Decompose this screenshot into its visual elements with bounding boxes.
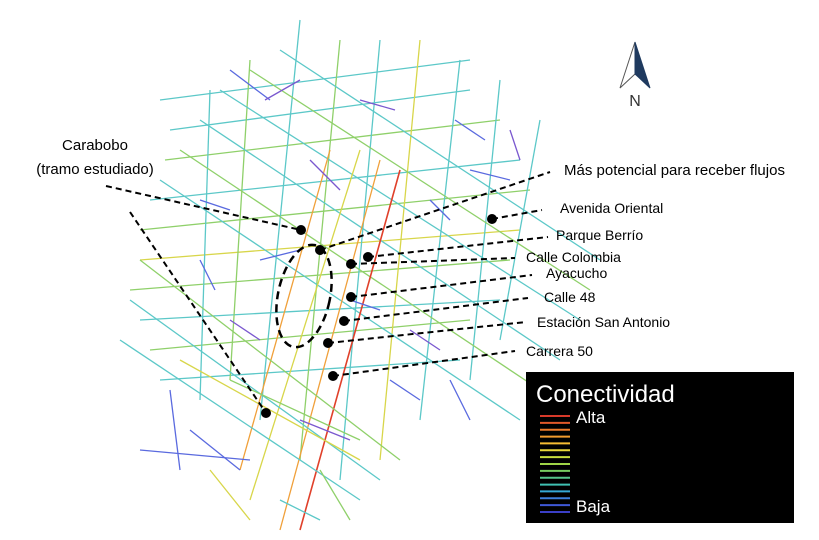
street-segment [129,299,381,481]
street-segment [229,69,271,101]
label-calle-48: Calle 48 [544,289,596,305]
street-segment [319,469,351,521]
street-segment [409,329,441,351]
street-segment [149,159,521,201]
street-segment [469,169,511,181]
label-calle-colombia: Calle Colombia [526,249,621,265]
label-parque-berrio: Parque Berrío [556,227,643,243]
legend: Conectividad Alta Baja [526,372,794,523]
street-segment [159,359,461,381]
street-segment [339,39,381,481]
marker-ayacucho [346,292,356,302]
street-segment [259,249,301,261]
street-segment [264,79,301,101]
street-segment [199,89,211,401]
street-segment [249,149,361,501]
street-segment [509,129,521,161]
legend-color-ramp [540,415,570,513]
street-segment [139,259,401,461]
location-markers [261,214,497,418]
street-segment [229,379,361,441]
street-segment [349,299,381,311]
street-segment [219,89,581,321]
street-segment [169,89,471,131]
street-segment [389,379,421,401]
street-segment [279,49,601,261]
marker-estacion-san-antonio [323,338,333,348]
marker-mas-potencial [315,245,325,255]
street-segment [159,59,471,101]
label-estacion-san-antonio: Estación San Antonio [537,314,670,330]
label-mas-potencial: Más potencial para receber flujos [564,162,785,179]
street-segment [229,319,261,341]
north-label: N [629,93,641,110]
street-segment [454,119,486,141]
label-carabobo: Carabobo [62,137,128,154]
street-segment [239,149,331,471]
street-segment [259,19,301,421]
street-segment [249,69,591,291]
street-segment [139,449,251,461]
street-segment [469,79,501,381]
street-network [119,19,601,531]
street-segment [279,499,321,521]
street-segment [169,389,181,471]
street-segment [199,259,216,291]
street-segment [299,169,401,531]
street-segment [129,259,511,291]
street-segment [199,199,231,211]
marker-carabobo-south [261,408,271,418]
street-segment [209,469,251,521]
street-segment [499,119,541,341]
street-segment [359,99,396,111]
street-segment [149,319,471,351]
street-segment [139,299,501,321]
marker-avenida-oriental [487,214,497,224]
street-segment [419,59,461,421]
street-segment [189,429,241,471]
legend-label-high: Alta [576,408,606,427]
legend-label-low: Baja [576,497,611,516]
street-segment [229,59,251,381]
marker-carabobo-north [296,225,306,235]
marker-carrera-50 [328,371,338,381]
street-segment [309,159,341,191]
label-ayacucho: Ayacucho [546,265,607,281]
street-segment [449,379,471,421]
street-segment [159,179,521,421]
street-segment [379,39,421,461]
label-tramo-estudiado: (tramo estudiado) [36,161,154,178]
street-segment [164,119,501,161]
street-segment [119,339,361,501]
label-avenida-oriental: Avenida Oriental [560,200,663,216]
marker-calle-colombia [346,259,356,269]
leader-lines [105,171,551,414]
street-segment [429,199,451,221]
label-carrera-50: Carrera 50 [526,343,593,359]
marker-parque-berrio [363,252,373,262]
legend-title: Conectividad [536,381,675,408]
north-arrow-icon: N [619,41,651,110]
study-area-ellipse [275,243,333,349]
street-segment [179,149,541,391]
legend-background [526,372,794,523]
street-segment [299,419,351,441]
marker-calle-48 [339,316,349,326]
